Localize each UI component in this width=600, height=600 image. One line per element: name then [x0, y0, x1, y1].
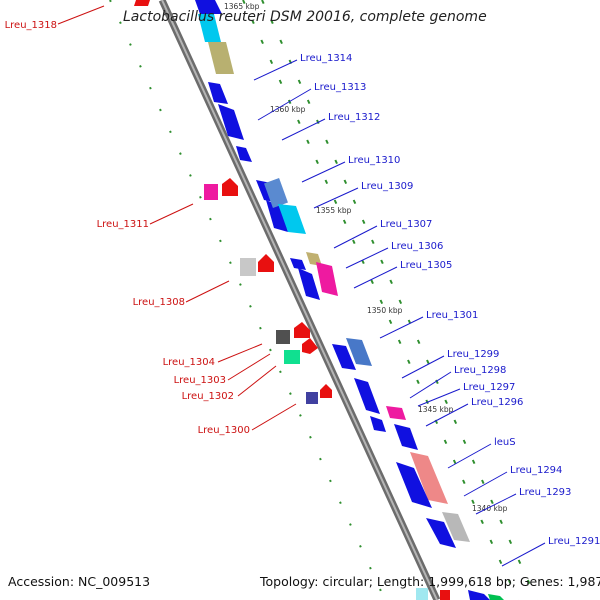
- gene-lreu-1291: [468, 590, 490, 600]
- gene-lreu-1318-top: [195, 0, 222, 14]
- gene-lreu-1312: [218, 104, 244, 140]
- gene-label: Lreu_1313: [314, 82, 366, 93]
- gene-cyan-top: [198, 14, 221, 42]
- gene-label: Lreu_1307: [380, 219, 432, 230]
- gene-label: Lreu_1302: [182, 391, 234, 402]
- gene-label: Lreu_1308: [133, 297, 185, 308]
- gene-lreu-1311b: [222, 178, 238, 196]
- scale-label: 1345 kbp: [418, 405, 454, 414]
- gene-label: Lreu_1299: [447, 349, 499, 360]
- gene-lreu-1312b: [236, 146, 252, 162]
- map-title: Lactobacillus reuteri DSM 20016, complet…: [123, 9, 487, 25]
- right-leader-lines: [253, 59, 546, 567]
- gene-label: Lreu_1309: [361, 181, 413, 192]
- gene-features-right: [195, 0, 504, 600]
- gene-label: Lreu_1304: [163, 357, 215, 368]
- gene-label: Lreu_1305: [400, 260, 452, 271]
- gene-lreu-1300: [306, 392, 318, 404]
- gene-lreu-1313: [208, 82, 228, 104]
- gene-leuS: [410, 452, 448, 504]
- gene-lreu-1296b: [394, 424, 418, 450]
- genome-backbone: [158, 0, 441, 600]
- gene-label: Lreu_1310: [348, 155, 400, 166]
- gene-label: Lreu_1297: [463, 382, 515, 393]
- gene-lreu-1304b: [294, 322, 310, 338]
- gene-lreu-1310b: [266, 200, 288, 232]
- gene-lreu-1299: [354, 378, 380, 414]
- scale-label: 1340 kbp: [472, 504, 508, 513]
- scale-labels: 1365 kbp 1360 kbp 1355 kbp 1350 kbp 1345…: [224, 2, 508, 513]
- gene-label: leuS: [494, 437, 516, 448]
- gene-lreu-1307: [290, 258, 306, 270]
- gene-label: Lreu_1296: [471, 397, 523, 408]
- gene-lreu-1301b: [346, 338, 372, 366]
- gene-lreu-1294: [396, 462, 432, 508]
- gene-lreu-1304: [276, 330, 290, 344]
- gene-lreu-1308a: [240, 258, 256, 276]
- gene-label: Lreu_1301: [426, 310, 478, 321]
- gene-lreu-1293b: [426, 518, 456, 548]
- right-gene-labels: Lreu_1314 Lreu_1313 Lreu_1312 Lreu_1310 …: [300, 53, 600, 547]
- scale-label: 1350 kbp: [367, 306, 403, 315]
- topology-label: Topology: circular; Length: 1,999,618 bp…: [260, 574, 600, 589]
- left-leader-lines: [57, 5, 297, 431]
- gene-label: Lreu_1293: [519, 487, 571, 498]
- gene-label: Lreu_1318: [5, 20, 57, 31]
- scale-label: 1360 kbp: [270, 105, 306, 114]
- gene-lreu-1293: [442, 512, 470, 542]
- gene-lreu-1298: [386, 406, 406, 420]
- accession-label: Accession: NC_009513: [8, 574, 151, 589]
- gene-lreu-1318: [134, 0, 150, 6]
- outer-dashed-guides: [242, 0, 538, 600]
- gene-lreu-1311a: [204, 184, 218, 200]
- gene-features-left: [134, 0, 450, 600]
- gene-label: Lreu_1298: [454, 365, 506, 376]
- scale-label: 1365 kbp: [224, 2, 260, 11]
- gene-label: Lreu_1303: [174, 375, 226, 386]
- gene-lreu-1309: [264, 178, 288, 208]
- gene-label: Lreu_1306: [391, 241, 443, 252]
- gene-lreu-1308b: [258, 254, 274, 272]
- gene-lreu-1300b: [320, 384, 332, 398]
- gene-label: Lreu_1312: [328, 112, 380, 123]
- gene-lreu-1305b: [298, 268, 320, 300]
- gene-label: Lreu_1311: [97, 219, 149, 230]
- gene-lreu-1314: [208, 42, 234, 74]
- gene-label: Lreu_1300: [198, 425, 250, 436]
- gene-lreu-1302: [284, 350, 300, 364]
- gene-lreu-1303: [302, 338, 318, 354]
- gene-bottom-red: [440, 590, 450, 600]
- scale-label: 1355 kbp: [316, 206, 352, 215]
- gene-lreu-1296: [370, 416, 386, 432]
- gene-bottom-cyan: [416, 588, 428, 600]
- gene-label: Lreu_1294: [510, 465, 562, 476]
- gene-green-bottom: [488, 594, 504, 600]
- gene-lreu-1301: [332, 344, 356, 370]
- gene-label: Lreu_1291: [548, 536, 600, 547]
- gene-label: Lreu_1314: [300, 53, 352, 64]
- gene-lreu-1309b: [278, 204, 306, 234]
- gene-lreu-1305: [316, 262, 338, 296]
- left-gene-labels: Lreu_1318 Lreu_1311 Lreu_1308 Lreu_1304 …: [5, 20, 250, 436]
